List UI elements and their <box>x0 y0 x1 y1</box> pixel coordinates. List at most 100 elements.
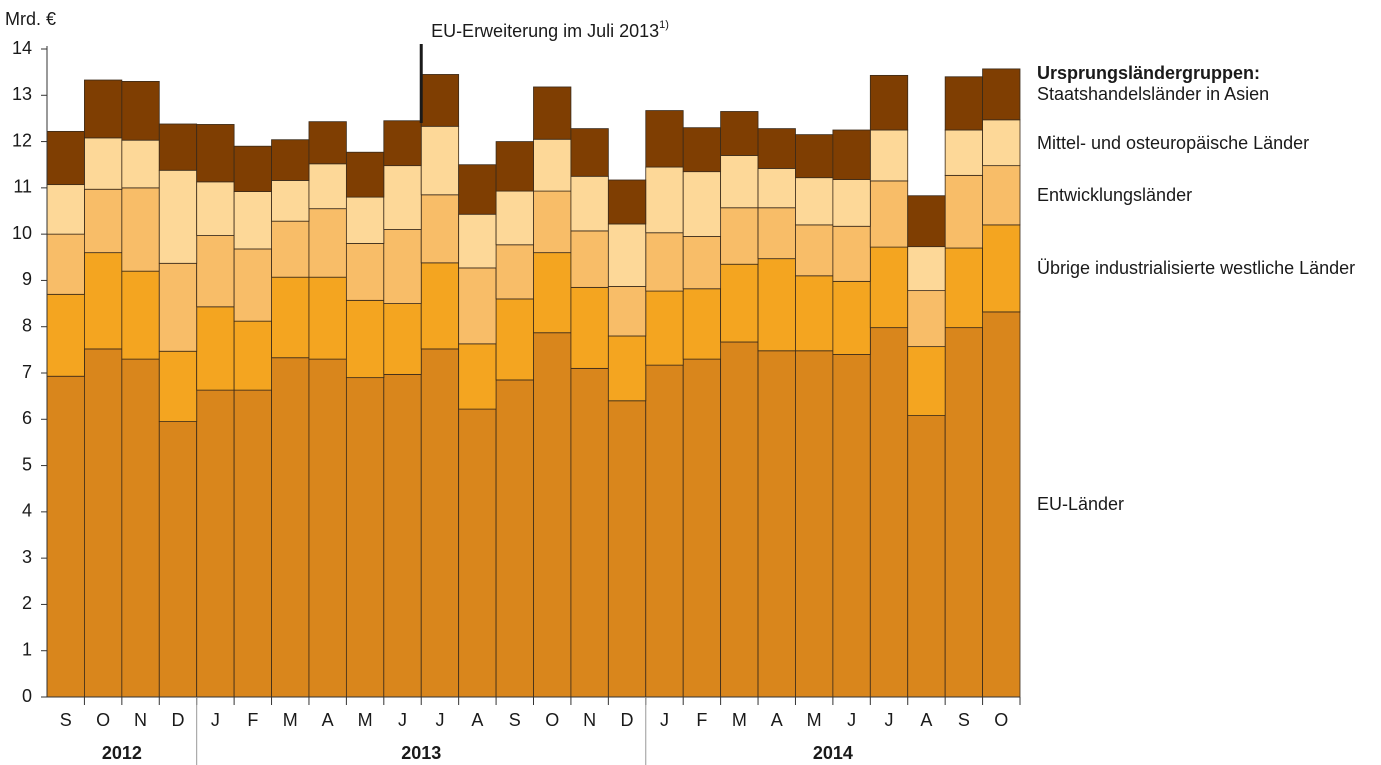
bar-segment <box>607 335 647 402</box>
bar-segment <box>645 232 684 292</box>
bar-segment <box>720 263 759 343</box>
bar-segment <box>533 86 572 140</box>
bar-segment <box>533 332 572 698</box>
y-tick-label: 8 <box>22 315 32 335</box>
legend-label: Entwicklungsländer <box>1037 185 1193 206</box>
bar-segment <box>196 124 235 183</box>
bar-segment <box>832 280 871 355</box>
y-tick-label: 13 <box>12 84 32 104</box>
bar-segment <box>869 246 909 329</box>
bar-segment <box>46 293 85 377</box>
x-tick-label: D <box>171 710 184 730</box>
y-tick-label: 5 <box>22 454 32 474</box>
bar-segment <box>158 421 198 698</box>
bar-segment <box>832 225 871 282</box>
bar-segment <box>121 358 160 698</box>
bar-segment <box>495 379 534 698</box>
y-axis-label: Mrd. € <box>5 9 56 29</box>
x-tick-label: J <box>847 710 856 730</box>
bar-segment <box>420 194 460 264</box>
bar-segment <box>495 141 534 192</box>
x-tick-label: S <box>509 710 521 730</box>
bar-segment <box>121 270 160 360</box>
bar-segment <box>533 190 572 254</box>
bar-segment <box>46 233 85 295</box>
x-tick-label: O <box>994 710 1008 730</box>
bar-segment <box>196 306 235 391</box>
bar-segment <box>795 275 834 352</box>
y-tick-label: 6 <box>22 408 32 428</box>
annotation: EU-Erweiterung im Juli 20131) <box>431 19 669 41</box>
legend-title: Ursprungsländergruppen: <box>1037 63 1261 83</box>
x-tick-label: J <box>435 710 444 730</box>
bar-segment <box>607 179 647 225</box>
y-tick-label: 14 <box>12 38 32 58</box>
bar-segment <box>607 400 647 698</box>
bar-segment <box>458 343 497 410</box>
x-tick-label: N <box>583 710 596 730</box>
annotation-note: 1) <box>659 19 669 31</box>
bar-segment <box>233 320 272 391</box>
x-tick-label: F <box>696 710 707 730</box>
bar-segment <box>46 184 85 235</box>
legend-label: Übrige industrialisierte westliche Lände… <box>1037 258 1356 279</box>
x-tick-label: S <box>958 710 970 730</box>
bar-segment <box>158 123 198 171</box>
bar-segment <box>271 357 310 698</box>
bar-segment <box>383 303 422 375</box>
bar-segment <box>682 358 722 698</box>
bar-segment <box>757 350 796 698</box>
x-tick-label: N <box>134 710 147 730</box>
x-tick-label: J <box>398 710 407 730</box>
bar-segment <box>196 389 235 698</box>
bar-segment <box>907 246 946 292</box>
bar-segment <box>944 327 983 698</box>
bar-segment <box>645 290 684 366</box>
bar-segment <box>720 111 759 156</box>
bar-segment <box>383 165 422 230</box>
bar-segment <box>645 364 684 698</box>
bar-segment <box>607 286 647 337</box>
y-tick-label: 4 <box>22 501 32 521</box>
y-tick-label: 7 <box>22 362 32 382</box>
bar-segment <box>944 76 983 131</box>
bar-segment <box>757 207 796 260</box>
bar-segment <box>682 288 722 360</box>
bar-segment <box>233 248 272 322</box>
x-tick-label: J <box>885 710 894 730</box>
bar-segment <box>233 191 272 250</box>
x-tick-label: O <box>545 710 559 730</box>
bar-segment <box>46 130 85 186</box>
bar-segment <box>795 224 834 277</box>
x-tick-label: A <box>771 710 783 730</box>
legend-label: EU-Länder <box>1037 494 1125 515</box>
bar-segment <box>495 190 534 246</box>
bar-segment <box>869 74 909 131</box>
bar-segment <box>345 299 385 379</box>
x-tick-label: D <box>621 710 634 730</box>
bar-segment <box>196 181 235 236</box>
x-tick-label: F <box>247 710 258 730</box>
bar-segment <box>345 151 385 198</box>
bar-segment <box>271 220 310 278</box>
bar-segment <box>832 354 871 698</box>
bar-segment <box>607 223 647 287</box>
bar-segment <box>121 81 160 141</box>
bar-segment <box>458 267 497 345</box>
x-tick-label: M <box>732 710 747 730</box>
bar-segment <box>420 125 460 196</box>
bar-segment <box>795 134 834 179</box>
annotation-text: EU-Erweiterung im Juli 2013 <box>431 21 659 41</box>
bar-segment <box>495 244 534 300</box>
bar-segment <box>757 128 796 169</box>
bar-segment <box>383 373 422 698</box>
bar-segment <box>271 139 310 181</box>
bar-segment <box>345 196 385 244</box>
bar-segment <box>982 224 1021 313</box>
bar-segment <box>345 242 385 301</box>
legend-label: Staatshandelsländer in Asien <box>1037 84 1270 105</box>
x-tick-label: J <box>211 710 220 730</box>
bar-segment <box>645 166 684 234</box>
bar-segment <box>832 129 871 180</box>
bar-segment <box>271 276 310 359</box>
